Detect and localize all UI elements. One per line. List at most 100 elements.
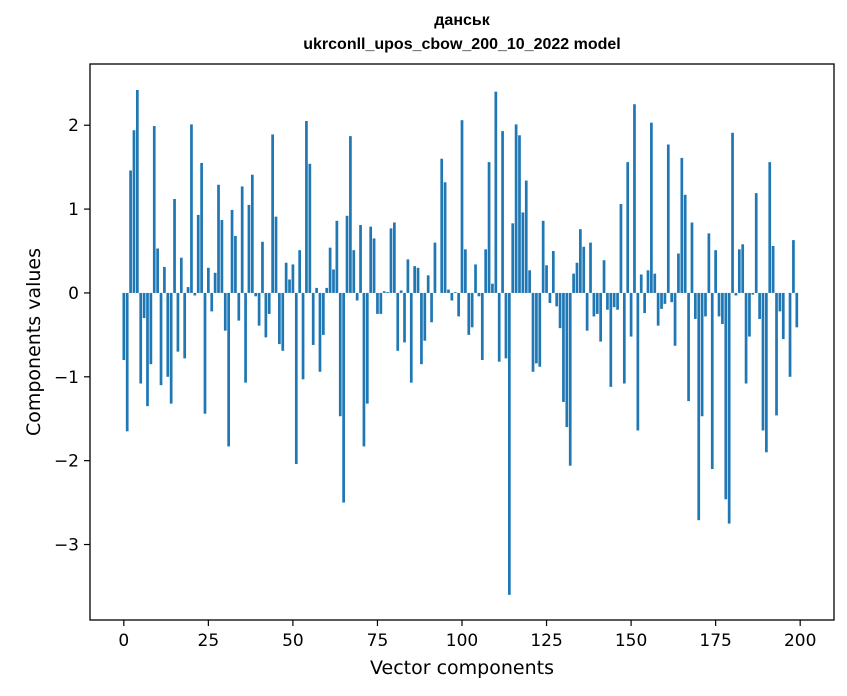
bar-113	[504, 292, 508, 359]
bar-96	[447, 289, 450, 293]
bar-66	[345, 215, 349, 293]
bar-19	[186, 287, 190, 293]
bar-179	[727, 292, 731, 524]
bar-144	[609, 292, 613, 387]
bar-4	[135, 90, 139, 293]
bar-29	[220, 219, 224, 293]
bar-67	[349, 136, 352, 293]
bar-85	[409, 292, 413, 383]
bar-22	[196, 214, 200, 293]
bar-20	[190, 124, 193, 293]
bar-86	[413, 266, 417, 293]
bar-47	[281, 292, 285, 351]
bar-46	[278, 292, 281, 345]
bar-12	[163, 266, 166, 293]
bar-101	[464, 249, 467, 293]
bar-70	[359, 225, 362, 293]
bar-125	[545, 265, 548, 293]
bar-106	[480, 292, 484, 361]
bar-103	[470, 292, 474, 328]
bar-159	[660, 292, 663, 309]
bar-53	[301, 292, 305, 380]
bar-71	[362, 292, 366, 447]
bar-149	[626, 162, 630, 293]
bar-188	[758, 292, 761, 319]
bar-32	[230, 209, 234, 293]
bar-24	[203, 292, 207, 414]
bar-118	[521, 212, 525, 293]
bar-51	[294, 292, 298, 465]
bar-8	[149, 292, 153, 365]
bar-1	[125, 292, 129, 432]
bar-154	[643, 292, 646, 314]
bar-79	[389, 228, 393, 293]
bar-161	[666, 144, 670, 293]
bar-151	[633, 104, 636, 293]
bar-102	[467, 292, 471, 335]
bar-38	[250, 174, 254, 293]
bar-187	[754, 193, 758, 293]
bar-2	[129, 170, 132, 293]
bar-177	[721, 292, 724, 324]
bar-13	[166, 292, 170, 377]
bar-63	[335, 220, 339, 293]
chart-title-line-2: ukrconll_upos_cbow_200_10_2022 model	[303, 36, 621, 53]
bar-27	[213, 272, 217, 293]
bar-168	[690, 222, 694, 293]
bar-37	[247, 204, 251, 293]
bar-50	[291, 264, 295, 293]
bar-61	[328, 247, 332, 293]
bar-16	[176, 292, 180, 352]
bar-129	[558, 292, 562, 329]
bar-58	[318, 292, 322, 372]
bar-99	[457, 292, 460, 317]
x-tick-label: 125	[530, 631, 562, 651]
x-tick-label: 150	[615, 631, 647, 651]
bar-128	[555, 292, 559, 307]
bar-41	[261, 241, 264, 293]
bar-197	[788, 292, 792, 377]
bar-141	[599, 292, 603, 342]
y-axis-label: Components values	[23, 247, 45, 437]
bar-112	[501, 131, 504, 293]
bar-162	[670, 292, 674, 303]
bar-167	[687, 292, 690, 402]
bar-33	[234, 235, 237, 293]
bar-31	[227, 292, 231, 447]
bar-3	[132, 130, 136, 293]
bar-111	[497, 292, 501, 362]
bar-142	[602, 260, 606, 293]
bar-173	[707, 233, 711, 293]
bar-153	[639, 274, 643, 293]
bar-191	[768, 162, 772, 293]
bar-140	[595, 292, 599, 314]
bar-95	[443, 182, 447, 293]
bar-105	[477, 292, 481, 297]
bar-171	[700, 292, 704, 417]
bar-45	[274, 216, 278, 293]
bar-193	[775, 292, 778, 416]
bar-77	[382, 291, 386, 293]
bar-122	[535, 292, 538, 364]
bar-127	[551, 251, 555, 293]
bar-60	[325, 287, 329, 293]
x-tick-label: 200	[784, 631, 816, 651]
bar-147	[619, 204, 623, 293]
bar-68	[352, 250, 356, 293]
bar-120	[528, 270, 531, 293]
bar-88	[420, 292, 423, 365]
y-tick-label: 2	[68, 116, 79, 136]
bar-26	[210, 292, 214, 312]
bar-62	[332, 269, 335, 293]
bar-100	[460, 120, 464, 293]
bar-98	[453, 292, 457, 293]
bar-40	[257, 292, 261, 326]
bar-78	[386, 292, 389, 293]
bar-186	[751, 292, 755, 295]
bar-132	[568, 292, 572, 466]
bar-195	[781, 292, 785, 340]
bar-42	[264, 292, 268, 338]
bar-184	[744, 292, 748, 384]
bar-146	[616, 292, 619, 310]
